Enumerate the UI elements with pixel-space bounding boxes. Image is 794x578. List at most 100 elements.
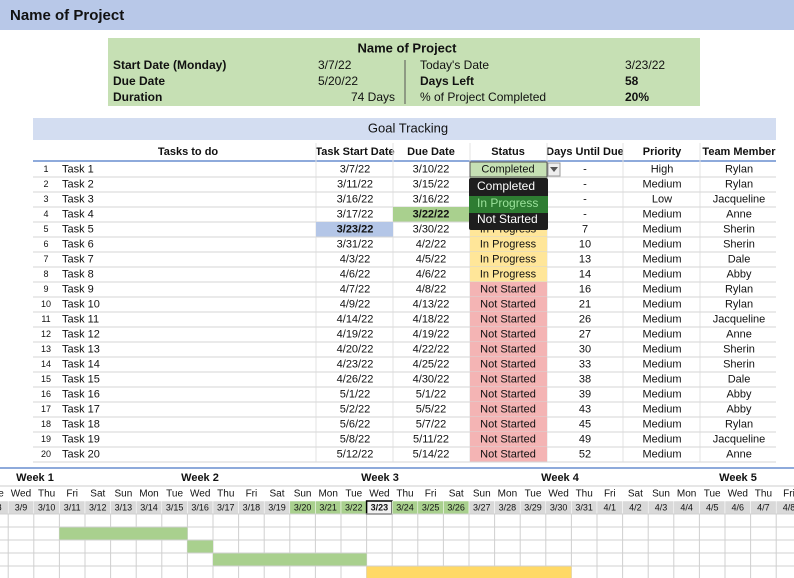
- cell: 4/3/22: [340, 253, 371, 265]
- cell: 4/22/22: [413, 343, 450, 355]
- task-name: Task 10: [62, 298, 100, 310]
- cell: Rylan: [725, 163, 753, 175]
- task-name: Task 8: [62, 268, 94, 280]
- cell: Not Started: [480, 283, 536, 295]
- cell: Medium: [642, 343, 681, 355]
- highlight-cell: [393, 207, 469, 222]
- date-label: 3/11: [64, 502, 81, 512]
- cell: 5/14/22: [413, 448, 450, 460]
- cell: Not Started: [480, 313, 536, 325]
- day-name: Wed: [548, 489, 568, 500]
- date-label: 3/19: [268, 502, 286, 512]
- date-label: 3/30: [550, 502, 568, 512]
- date-label: 4/7: [757, 502, 770, 512]
- status-cell: [470, 342, 547, 357]
- summary-label: Start Date (Monday): [113, 58, 226, 72]
- cell: Not Started: [480, 418, 536, 430]
- cell: 10: [579, 238, 591, 250]
- date-label: 3/28: [499, 502, 517, 512]
- day-name: Tue: [704, 489, 721, 500]
- task-name: Task 13: [62, 343, 100, 355]
- summary-value: 3/7/22: [318, 58, 352, 72]
- dropdown-option[interactable]: In Progress: [477, 196, 538, 210]
- row-number: 4: [43, 209, 48, 219]
- task-name: Task 3: [62, 193, 94, 205]
- cell: 5/5/22: [416, 403, 447, 415]
- date-label: 3/21: [319, 502, 337, 512]
- day-name: Tue: [525, 489, 542, 500]
- day-name: Thu: [396, 489, 413, 500]
- row-number: 17: [41, 404, 51, 414]
- summary-title: Name of Project: [358, 40, 458, 55]
- dropdown-option[interactable]: Completed: [477, 179, 535, 193]
- date-label: 3/13: [115, 502, 133, 512]
- goal-bar: [33, 118, 776, 140]
- cell: 3/31/22: [337, 238, 374, 250]
- cell: 5/11/22: [413, 433, 449, 445]
- status-cell: [470, 267, 547, 282]
- cell: 4/5/22: [416, 253, 447, 265]
- date-label: 3/9: [15, 502, 28, 512]
- day-name: Tue: [0, 489, 4, 500]
- task-name: Task 7: [62, 253, 94, 265]
- day-name: Mon: [139, 489, 158, 500]
- cell: Medium: [642, 418, 681, 430]
- day-name: Thu: [755, 489, 772, 500]
- date-label: 4/1: [604, 502, 617, 512]
- cell: 4/2/22: [416, 238, 447, 250]
- day-name: Sun: [652, 489, 670, 500]
- cell: 3/11/22: [337, 178, 373, 190]
- row-number: 1: [43, 164, 48, 174]
- cell: Not Started: [480, 448, 536, 460]
- cell: Jacqueline: [713, 313, 766, 325]
- cell: 3/22/22: [413, 208, 450, 220]
- status-cell: [470, 417, 547, 432]
- cell: 4/23/22: [337, 358, 374, 370]
- cell: Medium: [642, 313, 681, 325]
- week-label: Week 4: [541, 472, 580, 484]
- cell: 21: [579, 298, 591, 310]
- column-header: Task Start Date: [315, 146, 394, 158]
- status-cell: [470, 162, 547, 177]
- column-header: Due Date: [407, 146, 455, 158]
- cell: Anne: [726, 448, 752, 460]
- cell: In Progress: [480, 253, 537, 265]
- cell: Medium: [642, 298, 681, 310]
- status-cell: [470, 432, 547, 447]
- task-name: Task 9: [62, 283, 94, 295]
- status-cell: [470, 387, 547, 402]
- cell: Dale: [728, 373, 751, 385]
- summary-value: 3/23/22: [625, 58, 665, 72]
- row-number: 8: [43, 269, 48, 279]
- row-number: 11: [41, 314, 50, 324]
- column-header: Days Until Due: [546, 146, 624, 158]
- summary-value: 20%: [625, 90, 649, 104]
- status-cell: [470, 312, 547, 327]
- row-number: 6: [43, 239, 48, 249]
- task-name: Task 19: [62, 433, 100, 445]
- cell: 5/1/22: [340, 388, 371, 400]
- day-name: Wed: [190, 489, 210, 500]
- day-name: Mon: [498, 489, 517, 500]
- day-name: Fri: [604, 489, 616, 500]
- date-label: 3/22: [345, 502, 363, 512]
- cell: 4/14/22: [337, 313, 374, 325]
- cell: Not Started: [480, 358, 536, 370]
- summary-label: Duration: [113, 90, 162, 104]
- row-number: 15: [41, 374, 51, 384]
- week-label: Week 3: [361, 472, 399, 484]
- day-name: Fri: [425, 489, 437, 500]
- cell: Abby: [726, 388, 752, 400]
- cell: 5/7/22: [416, 418, 447, 430]
- date-label: 3/12: [89, 502, 107, 512]
- status-cell: [470, 252, 547, 267]
- summary-value: 58: [625, 74, 639, 88]
- date-label: 4/2: [629, 502, 642, 512]
- cell: Medium: [642, 403, 681, 415]
- cell: 52: [579, 448, 591, 460]
- day-name: Sat: [269, 489, 284, 500]
- dropdown-option[interactable]: Not Started: [477, 212, 538, 226]
- summary-label: % of Project Completed: [420, 90, 546, 104]
- gantt-bar: [366, 566, 572, 578]
- day-name: Sat: [90, 489, 105, 500]
